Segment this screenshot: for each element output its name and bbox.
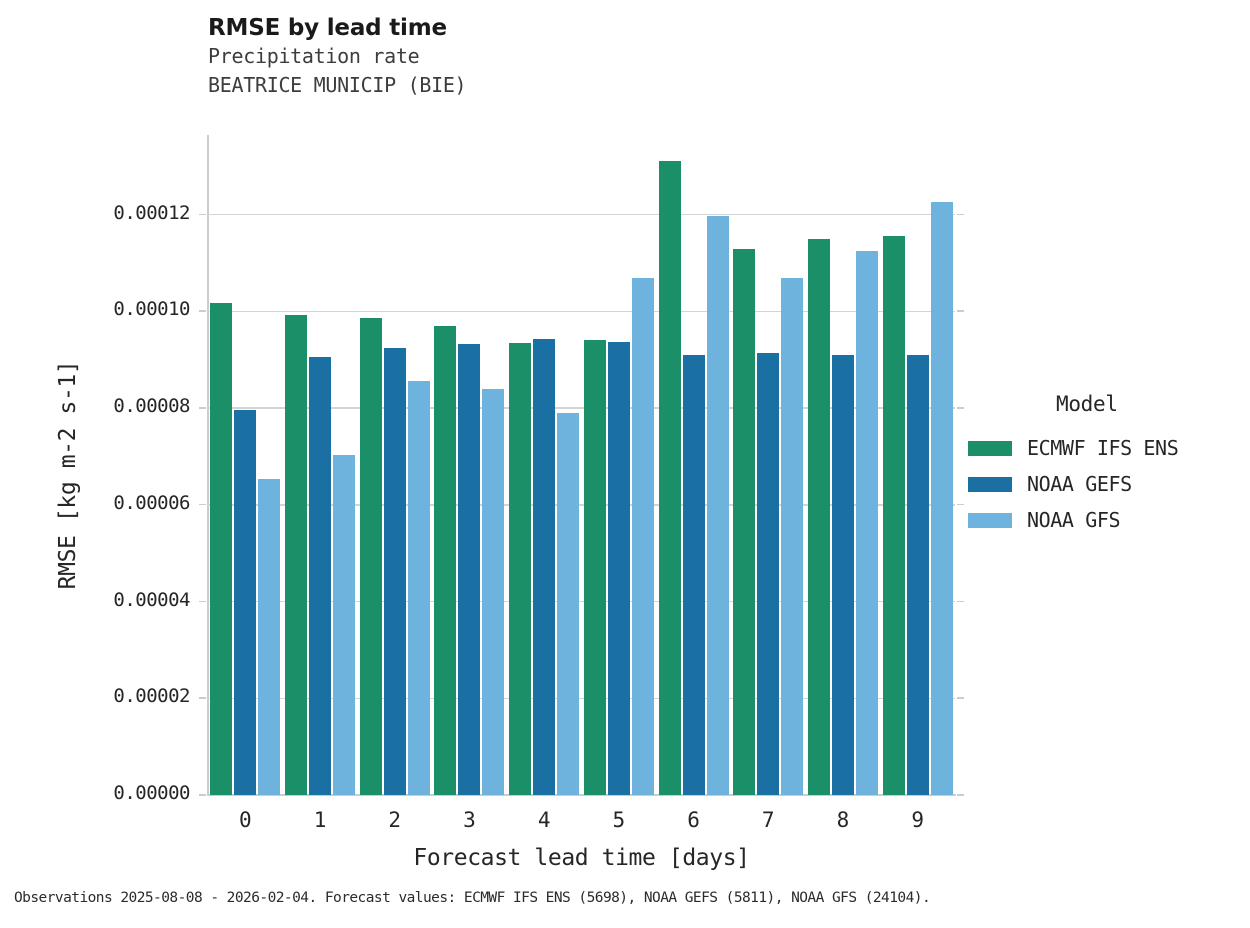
gridline <box>208 600 955 603</box>
legend-item-noaa-gfs[interactable]: NOAA GFS <box>968 502 1243 538</box>
chart-subtitle-station: BEATRICE MUNICIP (BIE) <box>208 73 467 97</box>
chart-subtitle-variable: Precipitation rate <box>208 44 420 68</box>
bar-noaa-gefs-lead-5[interactable] <box>607 341 630 795</box>
bar-noaa-gfs-lead-4[interactable] <box>557 413 580 795</box>
y-tick-mark <box>957 310 964 313</box>
y-tick-mark <box>957 213 964 216</box>
y-tick-mark <box>957 794 964 796</box>
bar-noaa-gefs-lead-1[interactable] <box>309 356 332 795</box>
bar-ecmwf-ifs-ens-lead-1[interactable] <box>285 314 308 795</box>
bar-ecmwf-ifs-ens-lead-5[interactable] <box>583 340 606 795</box>
bar-noaa-gefs-lead-3[interactable] <box>458 344 481 795</box>
footer-note: Observations 2025-08-08 - 2026-02-04. Fo… <box>14 890 931 906</box>
bar-noaa-gefs-lead-4[interactable] <box>533 338 556 795</box>
legend-swatch-icon <box>968 476 1012 492</box>
x-tick-label: 3 <box>463 808 476 832</box>
legend-item-label: ECMWF IFS ENS <box>1027 436 1179 460</box>
bar-noaa-gfs-lead-1[interactable] <box>333 454 356 795</box>
chart-header: RMSE by lead time Precipitation rate BEA… <box>208 14 968 100</box>
bar-noaa-gfs-lead-6[interactable] <box>706 216 729 795</box>
y-tick-label: 0.00002 <box>113 685 190 708</box>
x-tick-label: 5 <box>612 808 626 832</box>
bar-ecmwf-ifs-ens-lead-7[interactable] <box>733 249 756 795</box>
legend-item-ecmwf-ifs-ens[interactable]: ECMWF IFS ENS <box>968 430 1243 466</box>
x-axis-title: Forecast lead time [days] <box>413 845 750 871</box>
x-tick-label: 0 <box>239 808 252 832</box>
y-tick-mark <box>957 407 964 409</box>
bar-noaa-gefs-lead-2[interactable] <box>383 347 406 795</box>
y-tick-mark <box>199 697 206 699</box>
gridline <box>208 214 955 216</box>
y-tick-mark <box>199 794 206 796</box>
x-tick-label: 9 <box>911 808 924 832</box>
bar-ecmwf-ifs-ens-lead-9[interactable] <box>882 236 905 795</box>
legend-item-noaa-gefs[interactable]: NOAA GEFS <box>968 466 1243 502</box>
bar-noaa-gfs-lead-9[interactable] <box>930 202 953 795</box>
bar-noaa-gefs-lead-8[interactable] <box>831 355 854 795</box>
legend-swatch-icon <box>968 512 1012 528</box>
y-tick-mark <box>957 697 964 699</box>
x-axis-line <box>207 794 956 796</box>
y-axis-title: RMSE [kg m-2 s-1] <box>55 360 81 590</box>
legend: Model ECMWF IFS ENS NOAA GEFS NOAA GFS <box>968 392 1243 538</box>
legend-title: Model <box>1056 392 1118 416</box>
x-tick-label: 6 <box>687 808 700 832</box>
y-tick-mark <box>199 600 206 603</box>
legend-swatch-icon <box>968 440 1012 456</box>
bar-noaa-gfs-lead-0[interactable] <box>258 479 281 795</box>
x-tick-label: 1 <box>313 808 327 832</box>
gridline <box>208 407 955 409</box>
bar-noaa-gefs-lead-0[interactable] <box>234 409 257 795</box>
bar-ecmwf-ifs-ens-lead-4[interactable] <box>509 343 532 795</box>
bar-ecmwf-ifs-ens-lead-6[interactable] <box>658 161 681 795</box>
gridline <box>208 310 955 313</box>
legend-item-label: NOAA GEFS <box>1027 472 1132 496</box>
plot-area <box>208 135 955 795</box>
y-tick-label: 0.00006 <box>113 491 190 514</box>
y-tick-mark <box>199 213 206 216</box>
bar-noaa-gefs-lead-6[interactable] <box>682 354 705 795</box>
legend-item-label: NOAA GFS <box>1027 508 1121 532</box>
bar-ecmwf-ifs-ens-lead-0[interactable] <box>210 303 233 795</box>
y-tick-label: 0.00000 <box>113 782 190 804</box>
y-tick-mark <box>199 503 206 506</box>
x-tick-label: 4 <box>537 808 551 832</box>
gridline <box>208 697 955 699</box>
y-tick-mark <box>957 600 964 603</box>
y-tick-label: 0.00010 <box>113 298 190 321</box>
y-tick-label: 0.00008 <box>113 395 190 418</box>
x-tick-label: 8 <box>836 808 850 832</box>
y-tick-label: 0.00012 <box>113 201 190 224</box>
bar-noaa-gfs-lead-8[interactable] <box>855 251 878 795</box>
y-tick-mark <box>957 503 964 506</box>
y-axis-line <box>207 135 209 796</box>
bar-ecmwf-ifs-ens-lead-3[interactable] <box>434 326 457 795</box>
bar-noaa-gfs-lead-7[interactable] <box>781 278 804 795</box>
bar-noaa-gefs-lead-9[interactable] <box>906 355 929 795</box>
page-title: RMSE by lead time <box>208 15 447 41</box>
gridline <box>208 504 955 506</box>
y-tick-label: 0.00004 <box>113 588 190 611</box>
bar-noaa-gfs-lead-3[interactable] <box>482 389 505 795</box>
bar-noaa-gefs-lead-7[interactable] <box>757 352 780 795</box>
bar-noaa-gfs-lead-5[interactable] <box>631 277 654 795</box>
bar-ecmwf-ifs-ens-lead-2[interactable] <box>359 318 382 795</box>
y-tick-mark <box>199 407 206 409</box>
x-tick-label: 7 <box>761 808 775 832</box>
bar-noaa-gfs-lead-2[interactable] <box>407 381 430 795</box>
x-tick-label: 2 <box>388 808 402 832</box>
bar-ecmwf-ifs-ens-lead-8[interactable] <box>807 238 830 795</box>
y-tick-mark <box>199 310 206 313</box>
